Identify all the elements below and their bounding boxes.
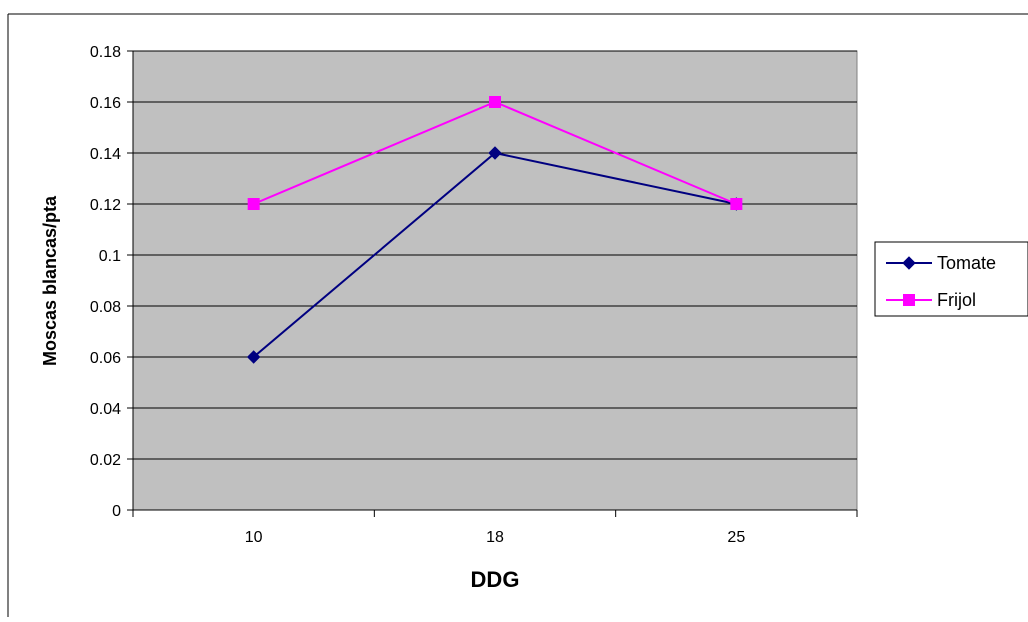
y-tick-label: 0.04 xyxy=(90,401,121,418)
legend-label-frijol: Frijol xyxy=(937,290,976,310)
legend-marker-tomate xyxy=(902,256,916,270)
y-tick-label: 0.08 xyxy=(90,299,121,316)
y-tick-label: 0.14 xyxy=(90,146,121,163)
data-point-frijol xyxy=(489,96,501,108)
y-tick-label: 0.02 xyxy=(90,452,121,469)
y-tick-label: 0.06 xyxy=(90,350,121,367)
data-point-frijol xyxy=(730,198,743,210)
legend-box xyxy=(874,241,1028,317)
legend: Tomate Frijol xyxy=(874,241,1028,317)
x-axis-title: DDG xyxy=(471,567,520,592)
y-axis: 0 0.02 0.04 0.06 0.08 0.1 0.12 0.14 0.16 0.18 xyxy=(90,44,134,520)
data-point-frijol xyxy=(247,198,260,210)
plot-area xyxy=(132,50,858,511)
y-tick-label: 0.16 xyxy=(90,95,121,112)
y-tick-label: 0.18 xyxy=(90,44,121,61)
y-tick-label: 0.12 xyxy=(90,197,121,214)
x-tick-label: 25 xyxy=(727,529,745,546)
data-point-tomate xyxy=(488,146,502,160)
y-tick-label: 0 xyxy=(112,503,121,520)
series-layer xyxy=(246,96,744,364)
legend-marker-frijol xyxy=(903,294,915,306)
series-frijol xyxy=(247,96,743,210)
x-axis: 10 18 25 xyxy=(132,509,858,546)
x-tick-label: 18 xyxy=(486,529,504,546)
y-axis-title: Moscas blancas/pta xyxy=(40,195,60,366)
y-tick-label: 0.1 xyxy=(99,248,121,265)
x-tick-label: 10 xyxy=(245,529,263,546)
data-point-tomate xyxy=(246,350,261,364)
legend-label-tomate: Tomate xyxy=(937,253,996,273)
